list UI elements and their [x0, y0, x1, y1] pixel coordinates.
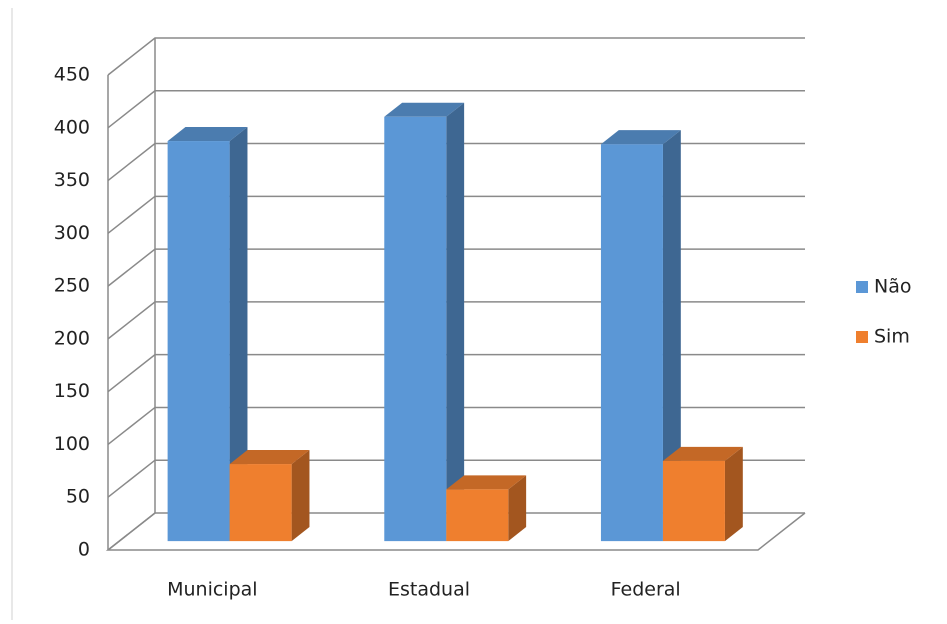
bar-top — [167, 127, 248, 142]
floor — [105, 512, 806, 551]
y-tick-label: 350 — [54, 169, 90, 191]
y-tick-label: 0 — [78, 539, 90, 561]
bar-side — [508, 475, 527, 542]
bar-front — [446, 489, 509, 542]
bar — [384, 102, 465, 542]
y-tick-label: 150 — [54, 380, 90, 402]
y-tick-label: 450 — [54, 64, 90, 86]
bar-front — [600, 144, 663, 542]
legend-swatch — [856, 331, 868, 343]
x-tick-label: Federal — [611, 579, 681, 601]
bar-side — [446, 102, 465, 542]
legend-label: Não — [874, 276, 911, 298]
y-tick-label: 100 — [54, 433, 90, 455]
legend-swatch — [856, 281, 868, 293]
x-tick-label: Municipal — [167, 579, 257, 601]
bar-top — [229, 450, 310, 465]
bar — [446, 475, 527, 542]
bar-top — [446, 475, 527, 490]
y-tick-label: 200 — [54, 327, 90, 349]
bar-side — [229, 127, 248, 542]
y-tick-label: 300 — [54, 222, 90, 244]
bar-side — [662, 130, 681, 542]
bar-top — [662, 446, 743, 461]
bar — [167, 127, 248, 542]
bar-front — [662, 460, 725, 542]
legend-label: Sim — [874, 326, 910, 348]
y-tick-label: 400 — [54, 116, 90, 138]
bar — [662, 446, 743, 542]
x-tick-label: Estadual — [388, 579, 470, 601]
bar-top — [600, 130, 681, 145]
bar-front — [167, 141, 230, 542]
bar-front — [229, 464, 292, 542]
bar-side — [291, 450, 310, 542]
bar — [229, 450, 310, 542]
bar — [600, 130, 681, 542]
y-tick-label: 50 — [66, 486, 90, 508]
y-tick-label: 250 — [54, 275, 90, 297]
bar-side — [724, 446, 743, 542]
bar-top — [384, 102, 465, 117]
grid-line — [107, 37, 805, 76]
bar-front — [384, 116, 447, 542]
